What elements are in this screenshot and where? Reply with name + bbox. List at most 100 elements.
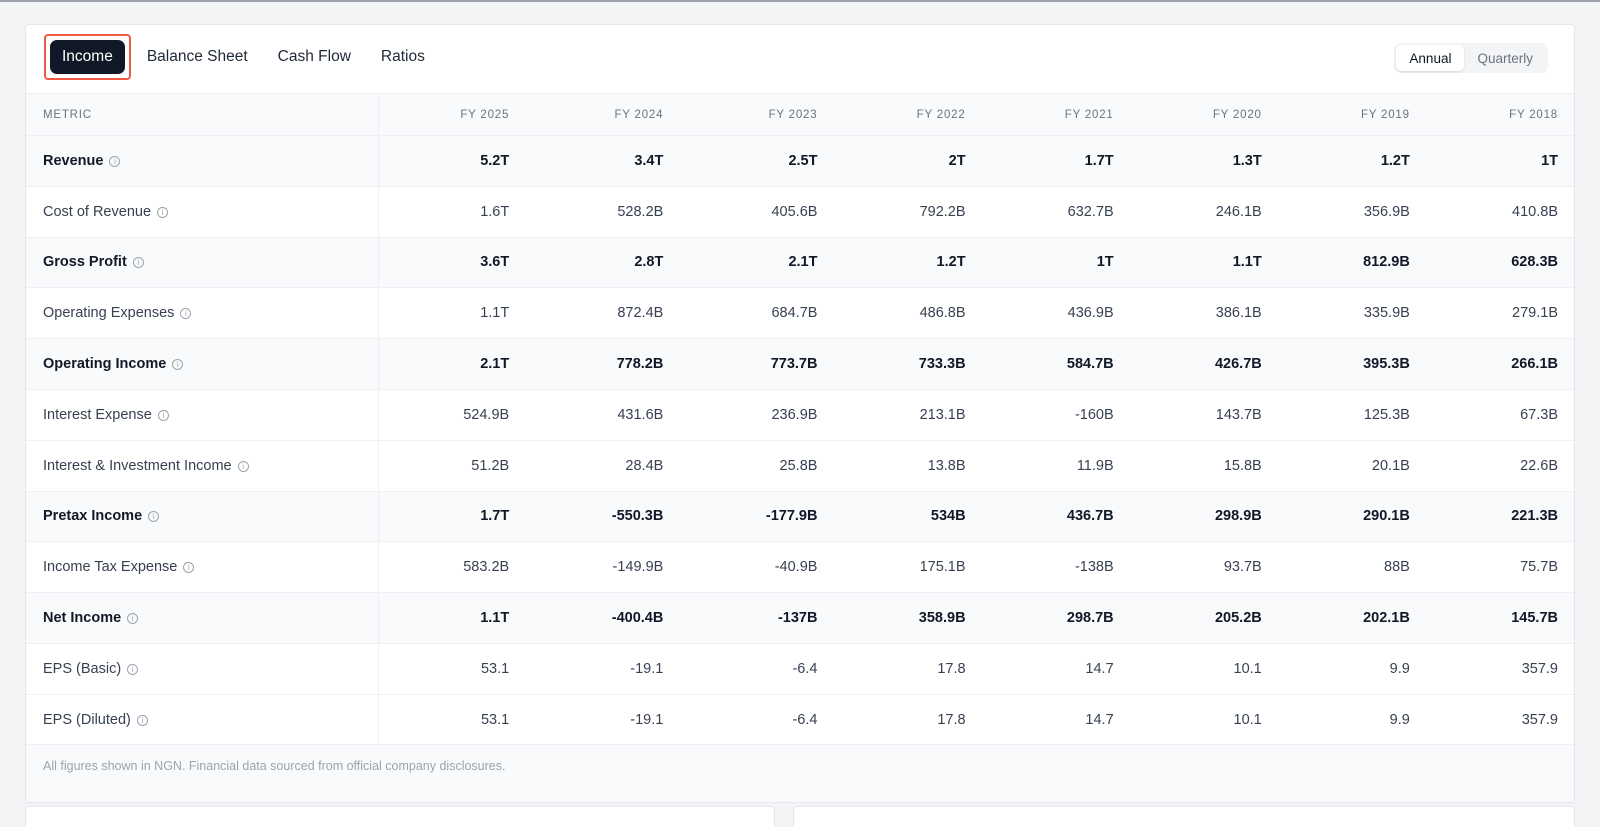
row-metric-cell: Cost of Revenue i [26,186,379,238]
table-cell: 410.8B [1512,203,1558,220]
table-row: Net Income i 1.1T -400.4B -137B 358.9B 298.7B 2… [26,592,1574,644]
table-cell: 2.8T [634,254,664,271]
row-metric-label: Pretax Income [43,508,143,525]
column-header: FY 2022 [916,108,966,121]
table-cell: 773.7B [770,356,818,373]
table-cell: 1.3T [1232,152,1262,169]
table-row: Interest Expense i 524.9B 431.6B 236.9B 213.1… [26,389,1574,441]
table-row: Revenue i 5.2T 3.4T 2.5T 2T 1.7T 1.3T 1.2T 1T [26,135,1574,187]
column-header: FY 2023 [768,108,818,121]
table-row: Interest & Investment Income i 51.2B 28.4B 2… [26,440,1574,492]
table-cell: 246.1B [1215,203,1262,220]
row-metric-cell: EPS (Diluted) i [26,694,379,746]
table-cell: 236.9B [771,406,818,423]
next-card-left [25,806,775,827]
table-cell: 583.2B [463,559,510,576]
table-cell: 279.1B [1512,305,1558,322]
row-metric-label: Interest Expense [43,406,152,423]
row-metric-cell: Income Tax Expense i [26,541,379,593]
table-cell: 213.1B [919,406,966,423]
info-circle-icon[interactable]: i [127,613,139,625]
table-cell: 2.1T [788,254,818,271]
info-circle-icon[interactable]: i [136,714,148,726]
info-circle-icon[interactable]: i [237,460,249,472]
table-cell: 2T [948,152,966,169]
table-cell: -6.4 [792,711,818,728]
table-cell: 14.7 [1085,711,1114,728]
table-cell: 298.7B [1066,610,1114,627]
table-cell: 1.7T [480,508,510,525]
row-metric-cell: Interest & Investment Income i [26,440,379,492]
table-cell: -400.4B [611,610,664,627]
table-cell: -138B [1074,559,1114,576]
table-cell: 1.1T [480,305,510,322]
table-row: Pretax Income i 1.7T -550.3B -177.9B 534B 436.… [26,491,1574,542]
table-cell: 10.1 [1233,711,1262,728]
info-circle-icon[interactable]: i [183,562,195,574]
table-row: EPS (Diluted) i 53.1 -19.1 -6.4 17.8 14.7 10.1 9… [26,694,1574,746]
period-toggle: Annual Quarterly [1394,43,1548,73]
table-cell: 386.1B [1215,305,1262,322]
column-header: FY 2021 [1064,108,1114,121]
table-cell: 88B [1384,559,1410,576]
table-header-row: METRIC FY 2025 FY 2024 FY 2023 FY 2022 F… [26,93,1574,136]
table-cell: 2.5T [788,152,818,169]
table-cell: 1T [1541,152,1558,169]
table-cell: 357.9 [1521,660,1558,677]
table-cell: 9.9 [1389,660,1410,677]
table-cell: 335.9B [1363,305,1410,322]
table-cell: 11.9B [1076,457,1114,474]
table-cell: 534B [930,508,966,525]
row-metric-label: Gross Profit [43,254,127,271]
row-metric-label: EPS (Diluted) [43,711,131,728]
table-row: Gross Profit i 3.6T 2.8T 2.1T 1.2T 1T 1.1T 812.9… [26,237,1574,288]
table-cell: 436.9B [1067,305,1114,322]
tab-income[interactable]: Income [50,40,125,74]
table-cell: 358.9B [918,610,966,627]
table-cell: -19.1 [630,711,664,728]
table-cell: -149.9B [612,559,664,576]
info-circle-icon[interactable]: i [157,409,169,421]
tab-balance-sheet[interactable]: Balance Sheet [146,48,248,65]
quarterly-button[interactable]: Quarterly [1477,50,1533,66]
footer-note: All figures shown in NGN. Financial data… [43,759,506,773]
tab-income-highlight: Income [44,34,131,80]
statement-toolbar: Income Balance Sheet Cash Flow Ratios An… [26,25,1574,93]
info-circle-icon[interactable]: i [172,359,184,371]
table-cell: 175.1B [919,559,966,576]
info-circle-icon[interactable]: i [180,308,192,320]
table-cell: 357.9 [1521,711,1558,728]
table-cell: 872.4B [617,305,664,322]
table-cell: -6.4 [792,660,818,677]
table-cell: 733.3B [918,356,966,373]
table-cell: 51.2B [471,457,510,474]
table-cell: 298.9B [1214,508,1262,525]
table-cell: 486.8B [919,305,966,322]
table-cell: 28.4B [625,457,664,474]
annual-button[interactable]: Annual [1396,45,1465,71]
info-circle-icon[interactable]: i [157,206,169,218]
info-circle-icon[interactable]: i [109,155,121,167]
column-header: FY 2025 [460,108,510,121]
table-cell: 528.2B [617,203,664,220]
row-metric-cell: Revenue i [26,135,379,187]
tab-ratios[interactable]: Ratios [380,48,425,65]
table-cell: -137B [777,610,818,627]
table-cell: 632.7B [1067,203,1114,220]
statement-tabs: Income Balance Sheet Cash Flow Ratios [44,34,439,80]
metric-column-header: METRIC [26,93,379,136]
table-cell: 20.1B [1371,457,1410,474]
table-cell: 143.7B [1215,406,1262,423]
next-card-right [793,806,1575,827]
row-metric-cell: Operating Expenses i [26,287,379,339]
table-cell: -19.1 [630,660,664,677]
info-circle-icon[interactable]: i [127,663,139,675]
tab-cash-flow[interactable]: Cash Flow [277,48,351,65]
table-cell: 3.6T [480,254,510,271]
info-circle-icon[interactable]: i [132,257,144,269]
table-row: Income Tax Expense i 583.2B -149.9B -40.9B 17… [26,541,1574,593]
table-cell: 684.7B [771,305,818,322]
table-cell: 584.7B [1066,356,1114,373]
table-cell: 812.9B [1363,254,1410,271]
info-circle-icon[interactable]: i [148,511,160,523]
